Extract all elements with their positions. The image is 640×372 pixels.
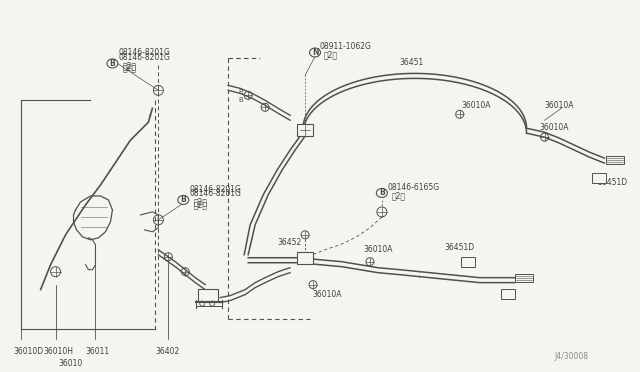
Ellipse shape [310,48,321,57]
Text: 36010A: 36010A [363,245,392,254]
Text: 08911-1062G: 08911-1062G [320,42,372,51]
Text: 36011: 36011 [86,347,109,356]
Text: 36010A: 36010A [312,290,342,299]
Ellipse shape [107,59,118,68]
Text: 08146-8201G: 08146-8201G [189,189,241,199]
Text: 36451D: 36451D [445,243,475,252]
Text: （2）: （2） [193,198,207,206]
Text: （2）: （2） [193,200,207,209]
Text: B: B [379,189,385,198]
Text: N: N [312,48,318,57]
Ellipse shape [376,189,387,198]
Text: 08146-6165G: 08146-6165G [388,183,440,192]
Text: （2）: （2） [392,192,406,201]
Text: 36010A: 36010A [461,101,491,110]
Text: （2）: （2） [122,61,136,70]
Text: 36010A: 36010A [545,101,574,110]
Text: 08146-8201G: 08146-8201G [118,53,170,62]
Text: 36452: 36452 [277,238,301,247]
Bar [198,289,218,301]
Bar [606,156,625,164]
Text: 36402: 36402 [156,347,180,356]
Text: 08146-8201G: 08146-8201G [118,48,170,58]
Text: （2）: （2） [324,50,338,59]
Text: J4/30008: J4/30008 [554,352,589,361]
Text: B: B [109,59,115,68]
Ellipse shape [178,195,189,205]
Text: （2）: （2） [122,64,136,73]
Text: B: B [238,97,243,103]
Text: B: B [238,89,243,95]
Text: 36451: 36451 [400,58,424,67]
Text: 36451D: 36451D [597,177,628,186]
Bar [500,289,515,299]
Bar [297,124,313,136]
Bar [515,274,532,282]
Text: 36010H: 36010H [44,347,74,356]
Text: 36010D: 36010D [13,347,44,356]
Text: 36010A: 36010A [540,123,569,132]
Text: B: B [180,195,186,205]
Text: 08146-8201G: 08146-8201G [189,185,241,194]
Text: 36010: 36010 [58,359,83,368]
Bar [593,173,606,183]
Bar [297,252,313,264]
Bar [461,257,475,267]
